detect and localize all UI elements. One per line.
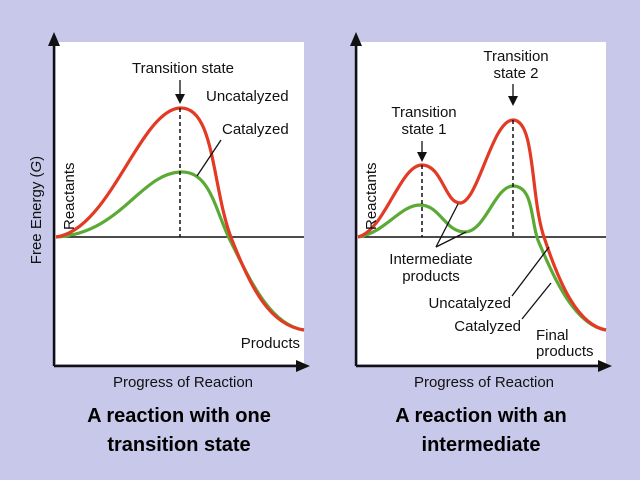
panel-right-uncatalyzed-curve (357, 118, 607, 332)
panel-right-ts2-label-line2: state 2 (493, 65, 538, 82)
panel-right-catalyzed-label: Catalyzed (454, 318, 521, 335)
panel-right-intermediate-pointer-red (435, 203, 459, 248)
panel-right-intermediate-pointer-green (435, 231, 467, 248)
panel-one-transition: Transition state Uncatalyzed Catalyzed R… (48, 32, 310, 456)
panel-right-ts2-arrowhead (508, 96, 518, 106)
panel-left-caption-line1: A reaction with one (87, 405, 271, 427)
panel-left-catalyzed-label: Catalyzed (222, 121, 289, 138)
panel-left-x-arrowhead (296, 360, 310, 372)
panel-left-y-arrowhead (48, 32, 60, 46)
panel-left-caption-line2: transition state (107, 434, 250, 456)
panel-right-caption-line2: intermediate (422, 434, 541, 456)
panel-left-products-label: Products (241, 335, 300, 352)
panel-right-final-label-line1: Final (536, 327, 569, 344)
panel-right-ts1-label-line1: Transition (391, 104, 456, 121)
panel-right-catalyzed-curve (357, 184, 607, 332)
panel-left-uncatalyzed-label: Uncatalyzed (206, 88, 289, 105)
panel-right-reactants-label: Reactants (363, 162, 380, 230)
panel-right-uncatalyzed-pointer (511, 246, 550, 297)
panel-right-ts2-label-line1: Transition (483, 48, 548, 65)
y-axis-label: Free Energy (G) (28, 156, 45, 264)
panel-right-x-axis-label: Progress of Reaction (414, 374, 554, 391)
panel-left-catalyzed-pointer (196, 139, 222, 177)
panel-right-intermediate-label-line1: Intermediate (389, 251, 472, 268)
panel-left-transition-label: Transition state (132, 60, 234, 77)
panel-right-ts1-arrowhead (417, 152, 427, 162)
panel-right-ts1-label-line2: state 1 (401, 121, 446, 138)
panel-left-x-axis-label: Progress of Reaction (113, 374, 253, 391)
panel-right-x-arrowhead (598, 360, 612, 372)
panel-left-uncatalyzed-curve (55, 106, 305, 332)
panel-left-reactants-label: Reactants (61, 162, 78, 230)
panel-right-uncatalyzed-label: Uncatalyzed (428, 295, 511, 312)
panel-right-intermediate-label-line2: products (402, 268, 460, 285)
panel-right-caption-line1: A reaction with an (395, 405, 567, 427)
panel-left-transition-arrowhead (175, 94, 185, 104)
panel-with-intermediate: Transition state 1 Transition state 2 In… (350, 32, 612, 456)
panel-right-y-arrowhead (350, 32, 362, 46)
panel-right-catalyzed-pointer (521, 282, 552, 320)
panel-right-background (358, 42, 606, 364)
panel-right-final-label-line2: products (536, 343, 594, 360)
